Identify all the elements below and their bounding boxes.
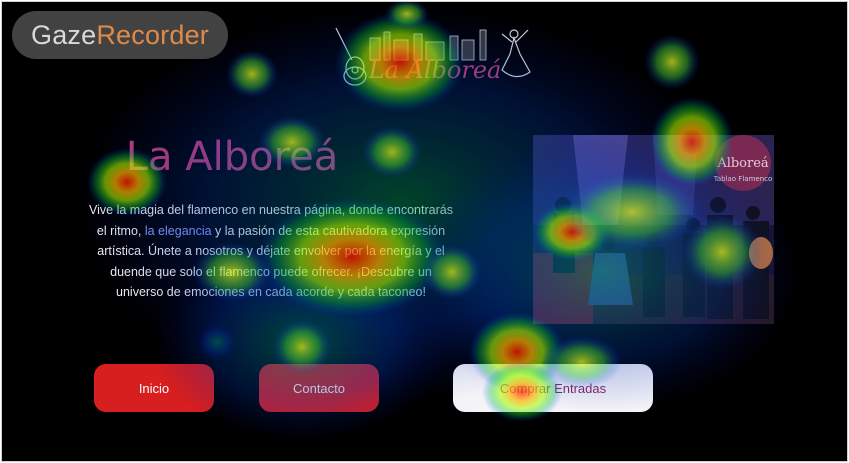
guitar-icon bbox=[335, 27, 367, 86]
hero-title: La Alboreá bbox=[125, 134, 339, 180]
gazerecorder-watermark: Gaze Recorder bbox=[12, 11, 228, 59]
inicio-button[interactable]: Inicio bbox=[94, 364, 214, 412]
hero-description: Vive la magia del flamenco en nuestra pá… bbox=[86, 200, 456, 303]
gaze-brand-part1: Gaze bbox=[31, 19, 97, 50]
flamenco-photo-image: Alboreá Tablao Flamenco bbox=[533, 135, 774, 324]
contacto-button[interactable]: Contacto bbox=[259, 364, 379, 412]
logo-graphic: La Alboreá bbox=[335, 27, 531, 86]
sign-text: Alboreá bbox=[716, 156, 769, 171]
sign-subtext: Tablao Flamenco bbox=[713, 175, 773, 183]
site-logo[interactable]: La Alboreá bbox=[330, 20, 540, 92]
logo-text: La Alboreá bbox=[368, 56, 502, 84]
dancer-icon bbox=[501, 29, 531, 78]
flamenco-photo: Alboreá Tablao Flamenco bbox=[533, 135, 774, 324]
comprar-entradas-button[interactable]: Comprar Entradas bbox=[453, 364, 653, 412]
gaze-brand-part2: Recorder bbox=[96, 19, 209, 50]
hero-text-highlight: la elegancia bbox=[144, 223, 212, 238]
